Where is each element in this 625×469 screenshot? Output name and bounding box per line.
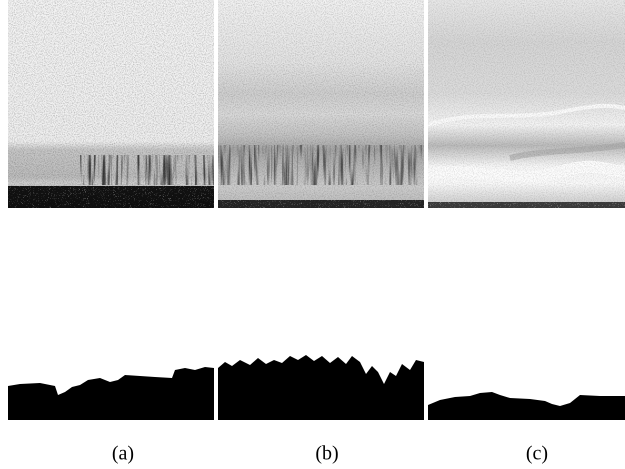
image-b bbox=[218, 0, 424, 208]
silhouette-b bbox=[218, 355, 424, 420]
caption: (a) bbox=[112, 443, 134, 465]
caption: (b) bbox=[315, 443, 338, 465]
silhouette-c bbox=[428, 392, 625, 420]
silhouette-a bbox=[8, 367, 214, 420]
image-c bbox=[426, 0, 625, 208]
caption: (c) bbox=[526, 443, 548, 465]
image-a bbox=[8, 0, 214, 208]
